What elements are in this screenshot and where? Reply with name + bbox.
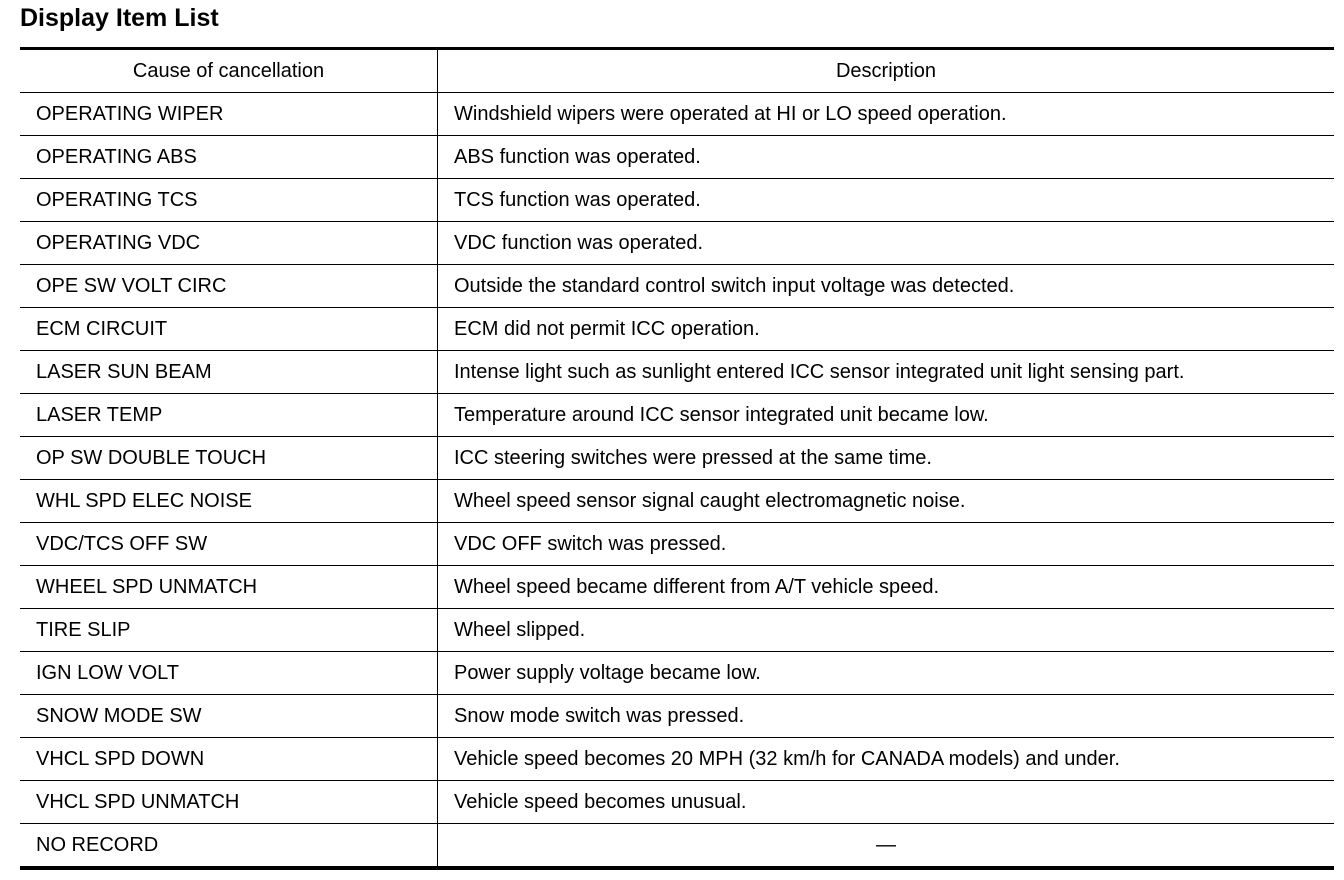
display-item-table: Cause of cancellation Description OPERAT… [20,47,1334,870]
cause-cell: OPE SW VOLT CIRC [20,264,438,308]
description-cell: Windshield wipers were operated at HI or… [437,92,1334,136]
description-cell: Vehicle speed becomes unusual. [437,780,1334,824]
description-cell: Intense light such as sunlight entered I… [437,350,1334,394]
header-description: Description [835,59,937,82]
description-cell: ICC steering switches were pressed at th… [437,436,1334,480]
description-cell: Power supply voltage became low. [437,651,1334,695]
cause-cell: WHEEL SPD UNMATCH [20,565,438,609]
description-cell: Outside the standard control switch inpu… [437,264,1334,308]
table-row: IGN LOW VOLT Power supply voltage became … [20,651,1334,695]
cause-cell: OPERATING VDC [20,221,438,265]
cause-cell: OPERATING ABS [20,135,438,179]
table-row: WHEEL SPD UNMATCH Wheel speed became diff… [20,565,1334,609]
table-row: OPE SW VOLT CIRC Outside the standard con… [20,264,1334,308]
cause-cell: VHCL SPD DOWN [20,737,438,781]
table-row: OP SW DOUBLE TOUCH ICC steering switches … [20,436,1334,480]
table-row: VHCL SPD DOWN Vehicle speed becomes 20 MP… [20,737,1334,781]
description-cell: — [437,823,1334,868]
cause-cell: TIRE SLIP [20,608,438,652]
cause-cell: WHL SPD ELEC NOISE [20,479,438,523]
table-row: LASER SUN BEAM Intense light such as sunl… [20,350,1334,394]
table-row: OPERATING WIPER Windshield wipers were op… [20,92,1334,136]
cause-cell: VHCL SPD UNMATCH [20,780,438,824]
cause-cell: OPERATING TCS [20,178,438,222]
description-cell: Temperature around ICC sensor integrated… [437,393,1334,437]
cause-cell: LASER TEMP [20,393,438,437]
table-row: ECM CIRCUIT ECM did not permit ICC operat… [20,307,1334,351]
table-row: OPERATING VDC VDC function was operated. [20,221,1334,265]
table-row: LASER TEMP Temperature around ICC sensor … [20,393,1334,437]
table-row: OPERATING ABS ABS function was operated. [20,135,1334,179]
description-cell: Snow mode switch was pressed. [437,694,1334,738]
cause-cell: VDC/TCS OFF SW [20,522,438,566]
description-cell: TCS function was operated. [437,178,1334,222]
cause-cell: IGN LOW VOLT [20,651,438,695]
table-row: OPERATING TCS TCS function was operated. [20,178,1334,222]
table-row: VDC/TCS OFF SW VDC OFF switch was pressed… [20,522,1334,566]
description-cell: ECM did not permit ICC operation. [437,307,1334,351]
table-row: SNOW MODE SW Snow mode switch was pressed… [20,694,1334,738]
description-cell: Vehicle speed becomes 20 MPH (32 km/h fo… [437,737,1334,781]
table-row: VHCL SPD UNMATCH Vehicle speed becomes un… [20,780,1334,824]
cause-cell: OP SW DOUBLE TOUCH [20,436,438,480]
cause-cell: LASER SUN BEAM [20,350,438,394]
description-cell: Wheel slipped. [437,608,1334,652]
header-cause: Cause of cancellation [20,48,438,93]
table-row: NO RECORD — [20,823,1334,868]
cause-cell: ECM CIRCUIT [20,307,438,351]
description-cell: ABS function was operated. [437,135,1334,179]
table-row: WHL SPD ELEC NOISE Wheel speed sensor sig… [20,479,1334,523]
description-cell: VDC function was operated. [437,221,1334,265]
page-title: Display Item List [20,4,219,32]
table-header-row: Cause of cancellation Description [20,48,1334,93]
cause-cell: NO RECORD [20,823,438,868]
description-cell: VDC OFF switch was pressed. [437,522,1334,566]
cause-cell: OPERATING WIPER [20,92,438,136]
cause-cell: SNOW MODE SW [20,694,438,738]
description-cell: Wheel speed became different from A/T ve… [437,565,1334,609]
table-row: TIRE SLIP Wheel slipped. [20,608,1334,652]
description-cell: Wheel speed sensor signal caught electro… [437,479,1334,523]
